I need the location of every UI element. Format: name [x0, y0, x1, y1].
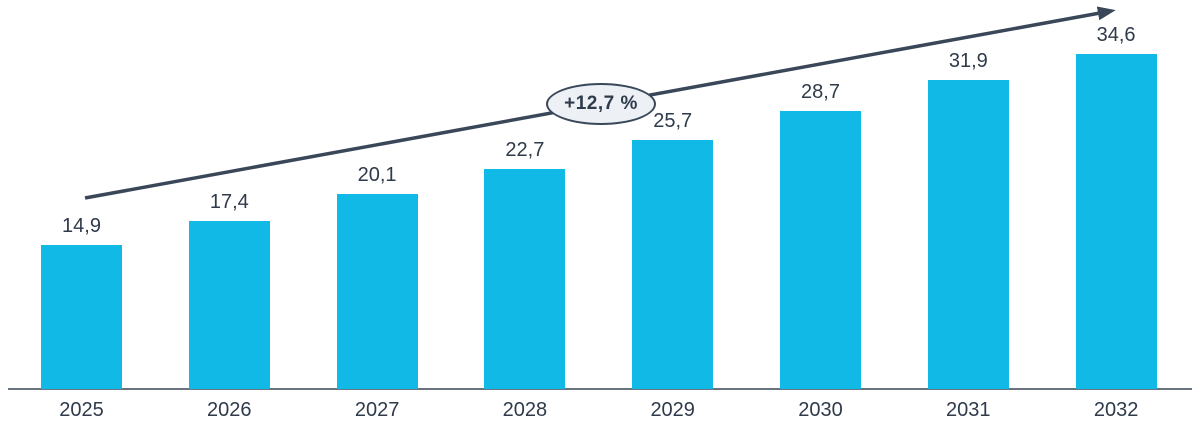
bar-column: 17,4	[159, 190, 299, 389]
bar-column: 28,7	[751, 81, 891, 389]
bar	[484, 169, 566, 389]
bar-value-label: 34,6	[1096, 24, 1136, 46]
x-axis-tick-label: 2031	[946, 399, 991, 421]
x-axis-tick-label: 2027	[354, 399, 400, 421]
x-axis-tick-label: 2030	[798, 399, 843, 421]
bar-column: 22,7	[455, 139, 595, 389]
x-axis-tick-label: 2028	[502, 399, 548, 421]
bar	[336, 194, 418, 389]
bar-value-label: 22,7	[505, 139, 545, 162]
bar	[632, 140, 714, 389]
bar	[41, 244, 122, 389]
x-axis-tick-label: 2025	[59, 399, 104, 421]
bar	[1075, 54, 1157, 389]
bar-value-label: 28,7	[801, 81, 840, 104]
bar	[927, 80, 1009, 389]
bar-value-label: 14,9	[62, 214, 101, 237]
bar-value-label: 31,9	[948, 50, 988, 73]
bar-column: 31,9	[898, 50, 1038, 389]
bar	[780, 111, 861, 389]
bar-value-label: 17,4	[209, 190, 249, 213]
bar	[188, 220, 270, 389]
bar-value-label: 20,1	[357, 164, 397, 187]
x-axis-tick-label: 2029	[650, 399, 695, 421]
bar-column: 14,9	[12, 215, 152, 389]
bar-column: 34,6	[1046, 24, 1186, 389]
bar-column: 20,1	[307, 164, 447, 389]
bar-column: 25,7	[603, 110, 743, 389]
x-axis-tick-label: 2032	[1093, 399, 1139, 421]
growth-rate-label: +12,7 %	[564, 93, 638, 114]
x-axis-line	[8, 388, 1192, 390]
bar-value-label: 25,7	[653, 110, 693, 133]
x-axis-tick-label: 2026	[207, 399, 252, 421]
growth-rate-badge: +12,7 %	[546, 83, 656, 125]
